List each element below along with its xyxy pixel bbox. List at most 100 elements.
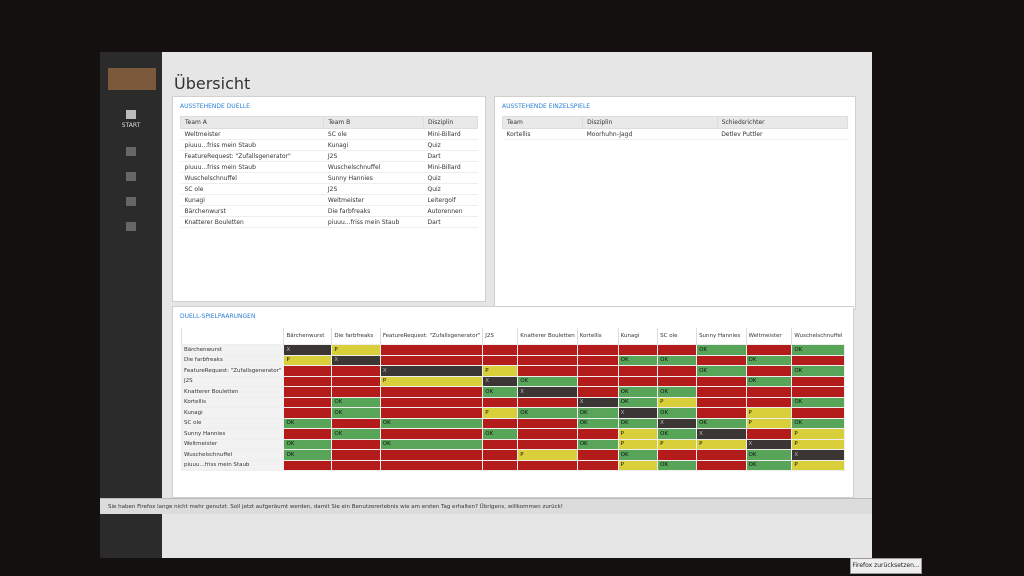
row: Knatterer Bouletten OK X OK OK: [180, 386, 845, 398]
row-label: Weltmeister: [180, 438, 285, 450]
cell: Autorennen: [423, 205, 478, 217]
matrix-cell: OK: [696, 365, 747, 377]
einzelspiele-table: Team Disziplin Schiedsrichter Kortellis Moor…: [501, 116, 849, 140]
matrix-cell: [745, 428, 793, 440]
cell: Knatterer Bouletten: [180, 216, 324, 228]
column-header: Kunagi: [617, 328, 658, 345]
column-header: SC ole: [657, 328, 697, 345]
matrix-cell: [576, 354, 619, 366]
cell: Weltmeister: [323, 194, 424, 206]
matrix-cell: [379, 407, 484, 419]
row: piuuu...friss mein Staub P OK OK P: [180, 459, 845, 471]
row: piuuu...friss mein Staub Wuschelschnuffel…: [180, 161, 478, 173]
panel-title: AUSSTEHENDE DUELLE: [180, 103, 250, 110]
matrix-cell: P: [791, 428, 845, 440]
row: Kortellis Moorhuhn-Jagd Detlev Puttler: [502, 128, 848, 140]
matrix-cell: X: [576, 396, 619, 408]
nav-icon: [100, 197, 162, 209]
matrix-cell: OK: [657, 428, 698, 440]
matrix-cell: [576, 459, 619, 471]
matrix-cell: P: [283, 354, 333, 366]
matrix-cell: [379, 344, 484, 356]
matrix-cell: [745, 386, 793, 398]
matrix-cell: OK: [657, 354, 698, 366]
matrix-cell: OK: [745, 354, 793, 366]
cell: Wuschelschnuffel: [180, 172, 324, 184]
cell: Sunny Hannies: [323, 172, 424, 184]
matrix-cell: [482, 417, 519, 429]
matrix-cell: OK: [696, 417, 747, 429]
matrix-cell: [745, 365, 793, 377]
matrix-cell: [517, 396, 578, 408]
matrix-cell: [576, 449, 619, 461]
matrix-cell: OK: [379, 438, 484, 450]
matrix-cell: [791, 407, 845, 419]
row: Weltmeister SC ole Mini-Billard: [180, 128, 478, 140]
column-header: Team A: [179, 116, 325, 129]
matrix-panel: DUELL-SPIELPAARUNGEN Bärchenwurst Die far…: [172, 306, 854, 498]
row: Kunagi Weltmeister Leitergolf: [180, 194, 478, 206]
matrix-cell: [331, 375, 381, 387]
nav-icon: [100, 222, 162, 234]
matrix-cell: OK: [617, 449, 659, 461]
cell: Quiz: [423, 183, 478, 195]
matrix-cell: [576, 375, 619, 387]
matrix-cell: [791, 386, 845, 398]
matrix-cell: X: [657, 417, 698, 429]
corner: [180, 328, 284, 345]
matrix-cell: P: [791, 438, 845, 450]
matrix-cell: X: [283, 344, 333, 356]
cell: Die farbfreaks: [323, 205, 424, 217]
row: Kunagi OK P OK OK X OK P: [180, 407, 845, 419]
matrix-cell: OK: [617, 396, 659, 408]
matrix-cell: [657, 344, 698, 356]
matrix-cell: OK: [617, 354, 659, 366]
matrix-cell: X: [696, 428, 747, 440]
matrix-cell: OK: [482, 386, 519, 398]
matrix-cell: OK: [657, 386, 698, 398]
matrix-cell: [379, 459, 484, 471]
reset-button[interactable]: Firefox zurücksetzen...: [850, 558, 922, 574]
matrix-cell: X: [617, 407, 659, 419]
cell: piuuu...friss mein Staub: [180, 161, 324, 173]
matrix-cell: OK: [482, 428, 519, 440]
matrix-cell: [576, 428, 619, 440]
matrix-cell: [482, 396, 519, 408]
matrix-cell: [617, 365, 659, 377]
matrix-cell: OK: [379, 417, 484, 429]
matrix-cell: [283, 407, 333, 419]
column-header: Sunny Hannies: [696, 328, 746, 345]
matrix-cell: OK: [745, 459, 793, 471]
cell: Detlev Puttler: [717, 128, 848, 140]
nav-icon: [126, 110, 136, 119]
einzelspiele-panel: AUSSTEHENDE EINZELSPIELE Team Disziplin Sc…: [494, 96, 856, 310]
matrix-cell: OK: [283, 438, 333, 450]
matrix-cell: OK: [517, 407, 578, 419]
matrix-cell: [379, 428, 484, 440]
column-header: FeatureRequest: "Zufallsgenerator": [379, 328, 483, 345]
header-row: Team Disziplin Schiedsrichter: [501, 116, 849, 129]
panel-title: DUELL-SPIELPAARUNGEN: [180, 313, 256, 320]
matrix-cell: [482, 449, 519, 461]
matrix-cell: X: [482, 375, 519, 387]
matrix-cell: P: [617, 459, 659, 471]
matrix-cell: OK: [617, 417, 659, 429]
cell: Bärchenwurst: [180, 205, 324, 217]
matrix-cell: [696, 354, 747, 366]
row: J2S P X OK OK: [180, 375, 845, 387]
matrix-cell: OK: [657, 459, 698, 471]
cell: Kunagi: [180, 194, 324, 206]
row: Die farbfreaks P X OK OK OK: [180, 354, 845, 366]
column-header: Kortellis: [576, 328, 619, 345]
row: Wuschelschnuffel Sunny Hannies Quiz: [180, 172, 478, 184]
matrix-cell: OK: [331, 396, 381, 408]
matrix-cell: X: [791, 449, 845, 461]
column-header: Knatterer Bouletten: [517, 328, 578, 345]
matrix-cell: [576, 365, 619, 377]
matrix-cell: [517, 459, 578, 471]
cell: Quiz: [423, 172, 478, 184]
screen: START Übersicht AUSSTEHENDE DUELLE Team …: [100, 52, 872, 558]
matrix-cell: X: [331, 354, 381, 366]
matrix-cell: [791, 354, 845, 366]
matrix-cell: X: [517, 386, 578, 398]
